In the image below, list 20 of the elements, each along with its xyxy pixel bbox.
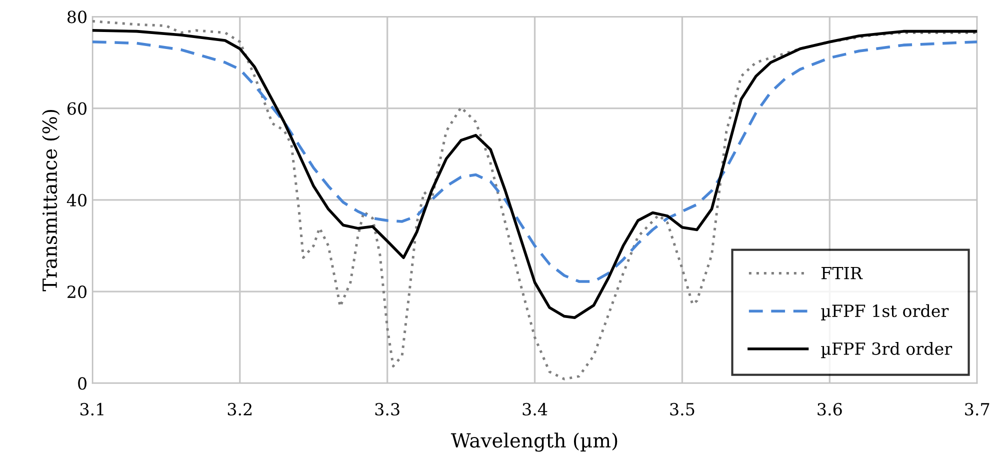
x-axis-title: Wavelength (µm): [450, 432, 618, 452]
legend-label: FTIR: [822, 266, 863, 280]
legend-label: µFPF 3rd order: [821, 342, 952, 358]
y-tick-label: 20: [68, 286, 86, 298]
x-tick-label: 3.2: [228, 402, 252, 416]
y-tick-label: 0: [78, 377, 86, 390]
x-tick-label: 3.4: [522, 402, 548, 416]
y-tick-label: 60: [67, 102, 86, 115]
y-tick-label: 40: [66, 194, 86, 206]
x-tick-label: 3.5: [670, 402, 694, 416]
y-tick-label: 80: [67, 10, 86, 24]
line-series: [92, 29, 978, 320]
x-tick-label: 3.3: [375, 402, 400, 416]
x-tick-label: 3.1: [80, 402, 104, 416]
legend-label: µFPF 1st order: [821, 304, 949, 320]
x-tick-label: 3.7: [965, 402, 990, 416]
line-series: [92, 20, 978, 380]
x-tick-label: 3.6: [818, 402, 842, 416]
line-series: [92, 40, 978, 283]
y-axis-title: Transmittance (%): [42, 110, 60, 292]
